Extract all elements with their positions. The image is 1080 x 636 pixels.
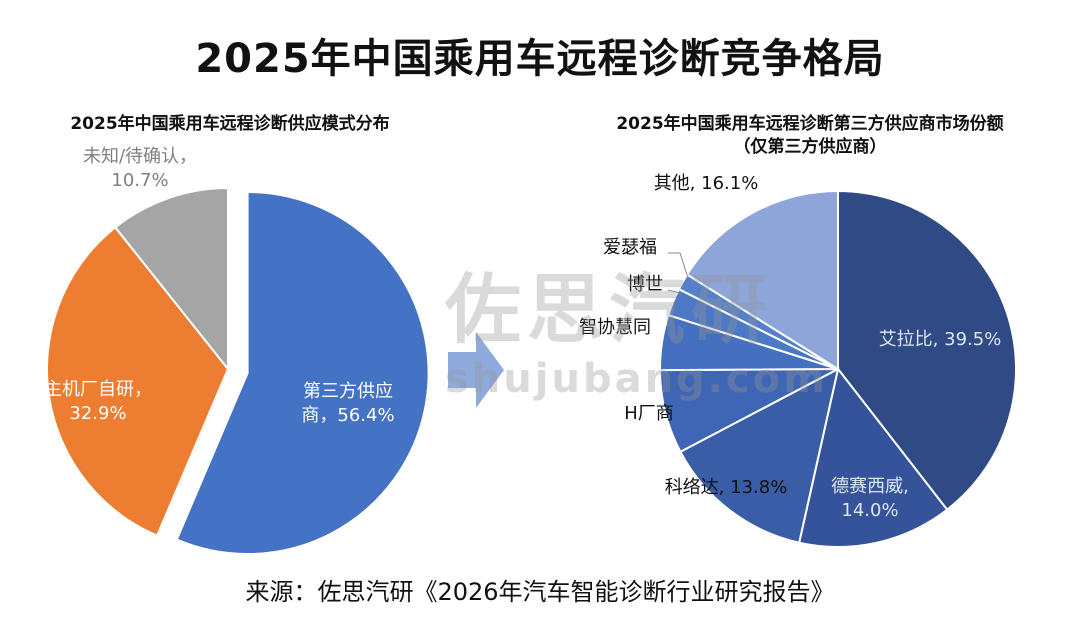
source-note: 来源：佐思汽研《2026年汽车智能诊断行业研究报告》 <box>245 578 835 606</box>
pie-label-5: 博世 <box>627 274 663 295</box>
pie-label-2: 科络达, 13.8% <box>665 477 788 498</box>
pie-label-1: 德赛西威, 14.0% <box>831 476 909 521</box>
pie-label-0: 第三方供应商，56.4% <box>301 381 394 426</box>
pie-slice-2 <box>113 186 229 372</box>
pie-label-6: 爱瑟福 <box>603 237 657 258</box>
left-chart-title: 2025年中国乘用车远程诊断供应模式分布 <box>70 114 390 134</box>
pie-slice-7 <box>685 189 839 371</box>
page-title: 2025年中国乘用车远程诊断竞争格局 <box>195 36 885 82</box>
pie-slice-0 <box>175 190 430 555</box>
leader-line-0 <box>668 252 689 279</box>
right-chart-subtitle: （仅第三方供应商） <box>733 137 887 157</box>
pie-label-3: H厂商 <box>624 403 674 424</box>
right-pie-leader-lines <box>667 252 689 295</box>
pie-label-0: 艾拉比, 39.5% <box>879 329 1002 350</box>
right-chart-title: 2025年中国乘用车远程诊断第三方供应商市场份额 <box>616 114 1004 134</box>
pie-slice-1 <box>797 366 949 548</box>
leader-line-1 <box>667 289 683 295</box>
right-pie-chart: 艾拉比, 39.5% 德赛西威, 14.0% 科络达, 13.8% H厂商 智协慧同 博世 爱… <box>579 173 1017 548</box>
pie-label-4: 智协慧同 <box>579 317 651 338</box>
pie-label-7: 其他, 16.1% <box>654 173 759 194</box>
pie-slice-0 <box>837 189 1017 512</box>
pie-label-2: 未知/待确认， 10.7% <box>83 146 197 191</box>
pie-slice-2 <box>679 367 840 544</box>
left-pie-chart: 第三方供应商，56.4% 主机厂自研， 32.9% 未知/待确认， 10.7% <box>44 146 430 555</box>
pie-slice-1 <box>46 225 230 537</box>
pie-label-1: 主机厂自研， 32.9% <box>44 379 152 424</box>
right-arrow-icon <box>448 332 504 408</box>
